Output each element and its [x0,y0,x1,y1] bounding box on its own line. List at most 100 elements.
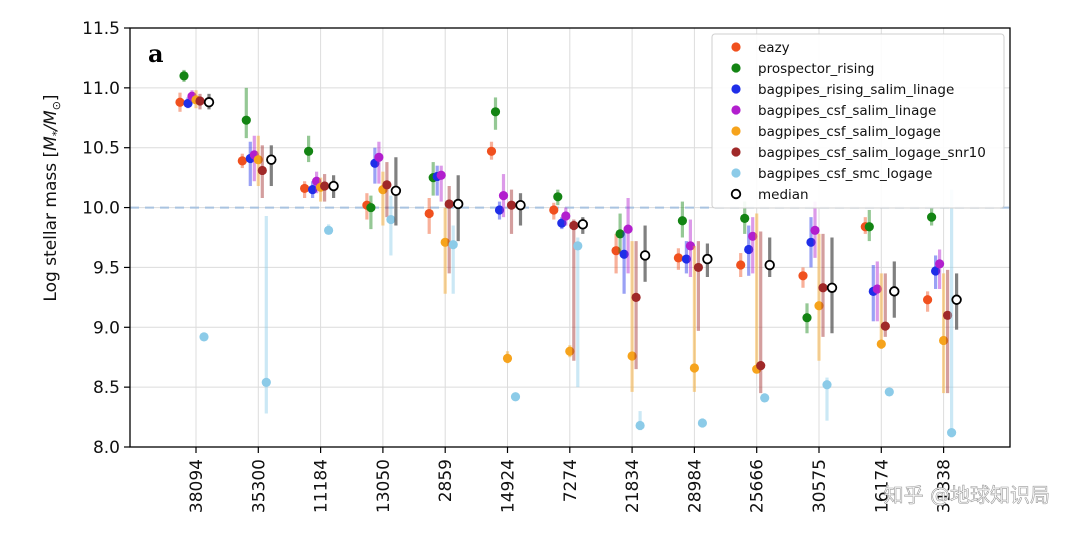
x-tick-label: 16174 [872,459,892,513]
data-point [923,295,933,305]
data-point [951,294,962,305]
data-point [324,225,334,235]
data-point [760,393,770,403]
data-point [798,271,808,281]
data-point [366,202,376,213]
data-point [502,353,513,364]
data-point [300,183,310,194]
data-point [685,241,696,251]
data-point [506,200,517,210]
series-marks [175,69,962,438]
x-tick-label: 7274 [561,459,581,502]
legend-label: prospector_rising [758,61,874,77]
y-axis-label: Log stellar mass [M*/M⊙] [41,94,63,301]
data-point [444,199,454,209]
data-point [639,250,651,261]
legend-label: eazy [758,40,790,56]
y-tick-label: 8.0 [93,438,120,458]
data-point [515,199,526,211]
y-ticks: 8.0 8.5 9.0 9.5 10.0 10.5 11.0 11.5 [82,19,130,458]
y-tick-label: 10.5 [82,139,120,159]
data-point [818,283,828,293]
data-point [876,339,886,349]
series-eazy [175,92,933,312]
series-bagpipes_csf_salim_linage [187,90,945,322]
data-point [822,380,832,390]
series-bagpipes_csf_smc_logage [199,189,957,438]
x-tick-label: 13050 [374,459,394,513]
data-point [611,246,621,256]
data-point [486,146,497,156]
legend-marker [731,168,741,178]
legend-marker [731,126,741,136]
data-point [681,254,692,264]
y-tick-label: 11.0 [82,79,120,99]
data-point [308,185,318,195]
data-point [756,360,766,371]
data-point [175,97,185,107]
data-point [266,154,277,165]
data-point [826,282,838,293]
panel-label: a [148,39,164,68]
data-point [702,253,713,265]
x-tick-label: 14924 [499,459,519,513]
data-point [615,229,625,239]
data-point [261,377,271,387]
data-point [931,266,941,276]
data-point [884,387,894,397]
data-point [627,351,637,361]
data-point [561,211,571,221]
data-point [569,220,579,231]
data-point [183,98,193,109]
x-tick-label: 30575 [810,459,830,513]
data-point [257,165,267,176]
data-point [635,420,645,431]
data-point [810,225,820,235]
watermark: 知乎 @地球知识局 [884,483,1050,507]
data-point [436,170,446,180]
data-point [382,180,392,190]
data-point [253,155,263,165]
legend-marker [731,42,741,52]
x-tick-label: 2859 [436,459,456,502]
data-point [565,346,575,356]
series-bagpipes_csf_salim_logage [191,90,949,394]
data-point [237,156,247,166]
x-tick-label: 21834 [623,459,643,513]
y-tick-label: 10.0 [82,199,120,219]
data-point [557,218,567,228]
data-point [697,418,708,428]
y-tick-label: 8.5 [93,378,120,398]
data-point [494,205,505,215]
data-point [927,212,937,222]
data-point [943,310,953,320]
data-point [880,321,890,331]
data-point [386,214,396,225]
data-point [549,205,559,215]
data-point [424,208,434,219]
data-point [864,222,874,232]
data-point [689,363,700,373]
legend-marker [731,147,741,157]
series-bagpipes_csf_salim_logage_snr10 [195,93,953,394]
data-point [179,71,189,81]
data-point [573,241,583,251]
x-tick-label: 31338 [935,459,955,513]
data-point [448,240,458,250]
y-tick-label: 9.5 [93,258,120,278]
data-point [199,332,209,342]
y-tick-label: 11.5 [82,19,120,39]
data-point [677,216,688,226]
data-point [736,260,746,270]
legend-label: median [758,187,809,203]
data-point [490,107,501,117]
data-point [947,428,957,438]
legend-label: bagpipes_csf_salim_logage [758,124,941,140]
data-point [304,146,314,156]
data-point [203,97,215,108]
legend-marker [731,63,741,73]
data-point [623,224,633,234]
x-tick-label: 11184 [312,459,332,513]
legend-marker [731,105,741,115]
